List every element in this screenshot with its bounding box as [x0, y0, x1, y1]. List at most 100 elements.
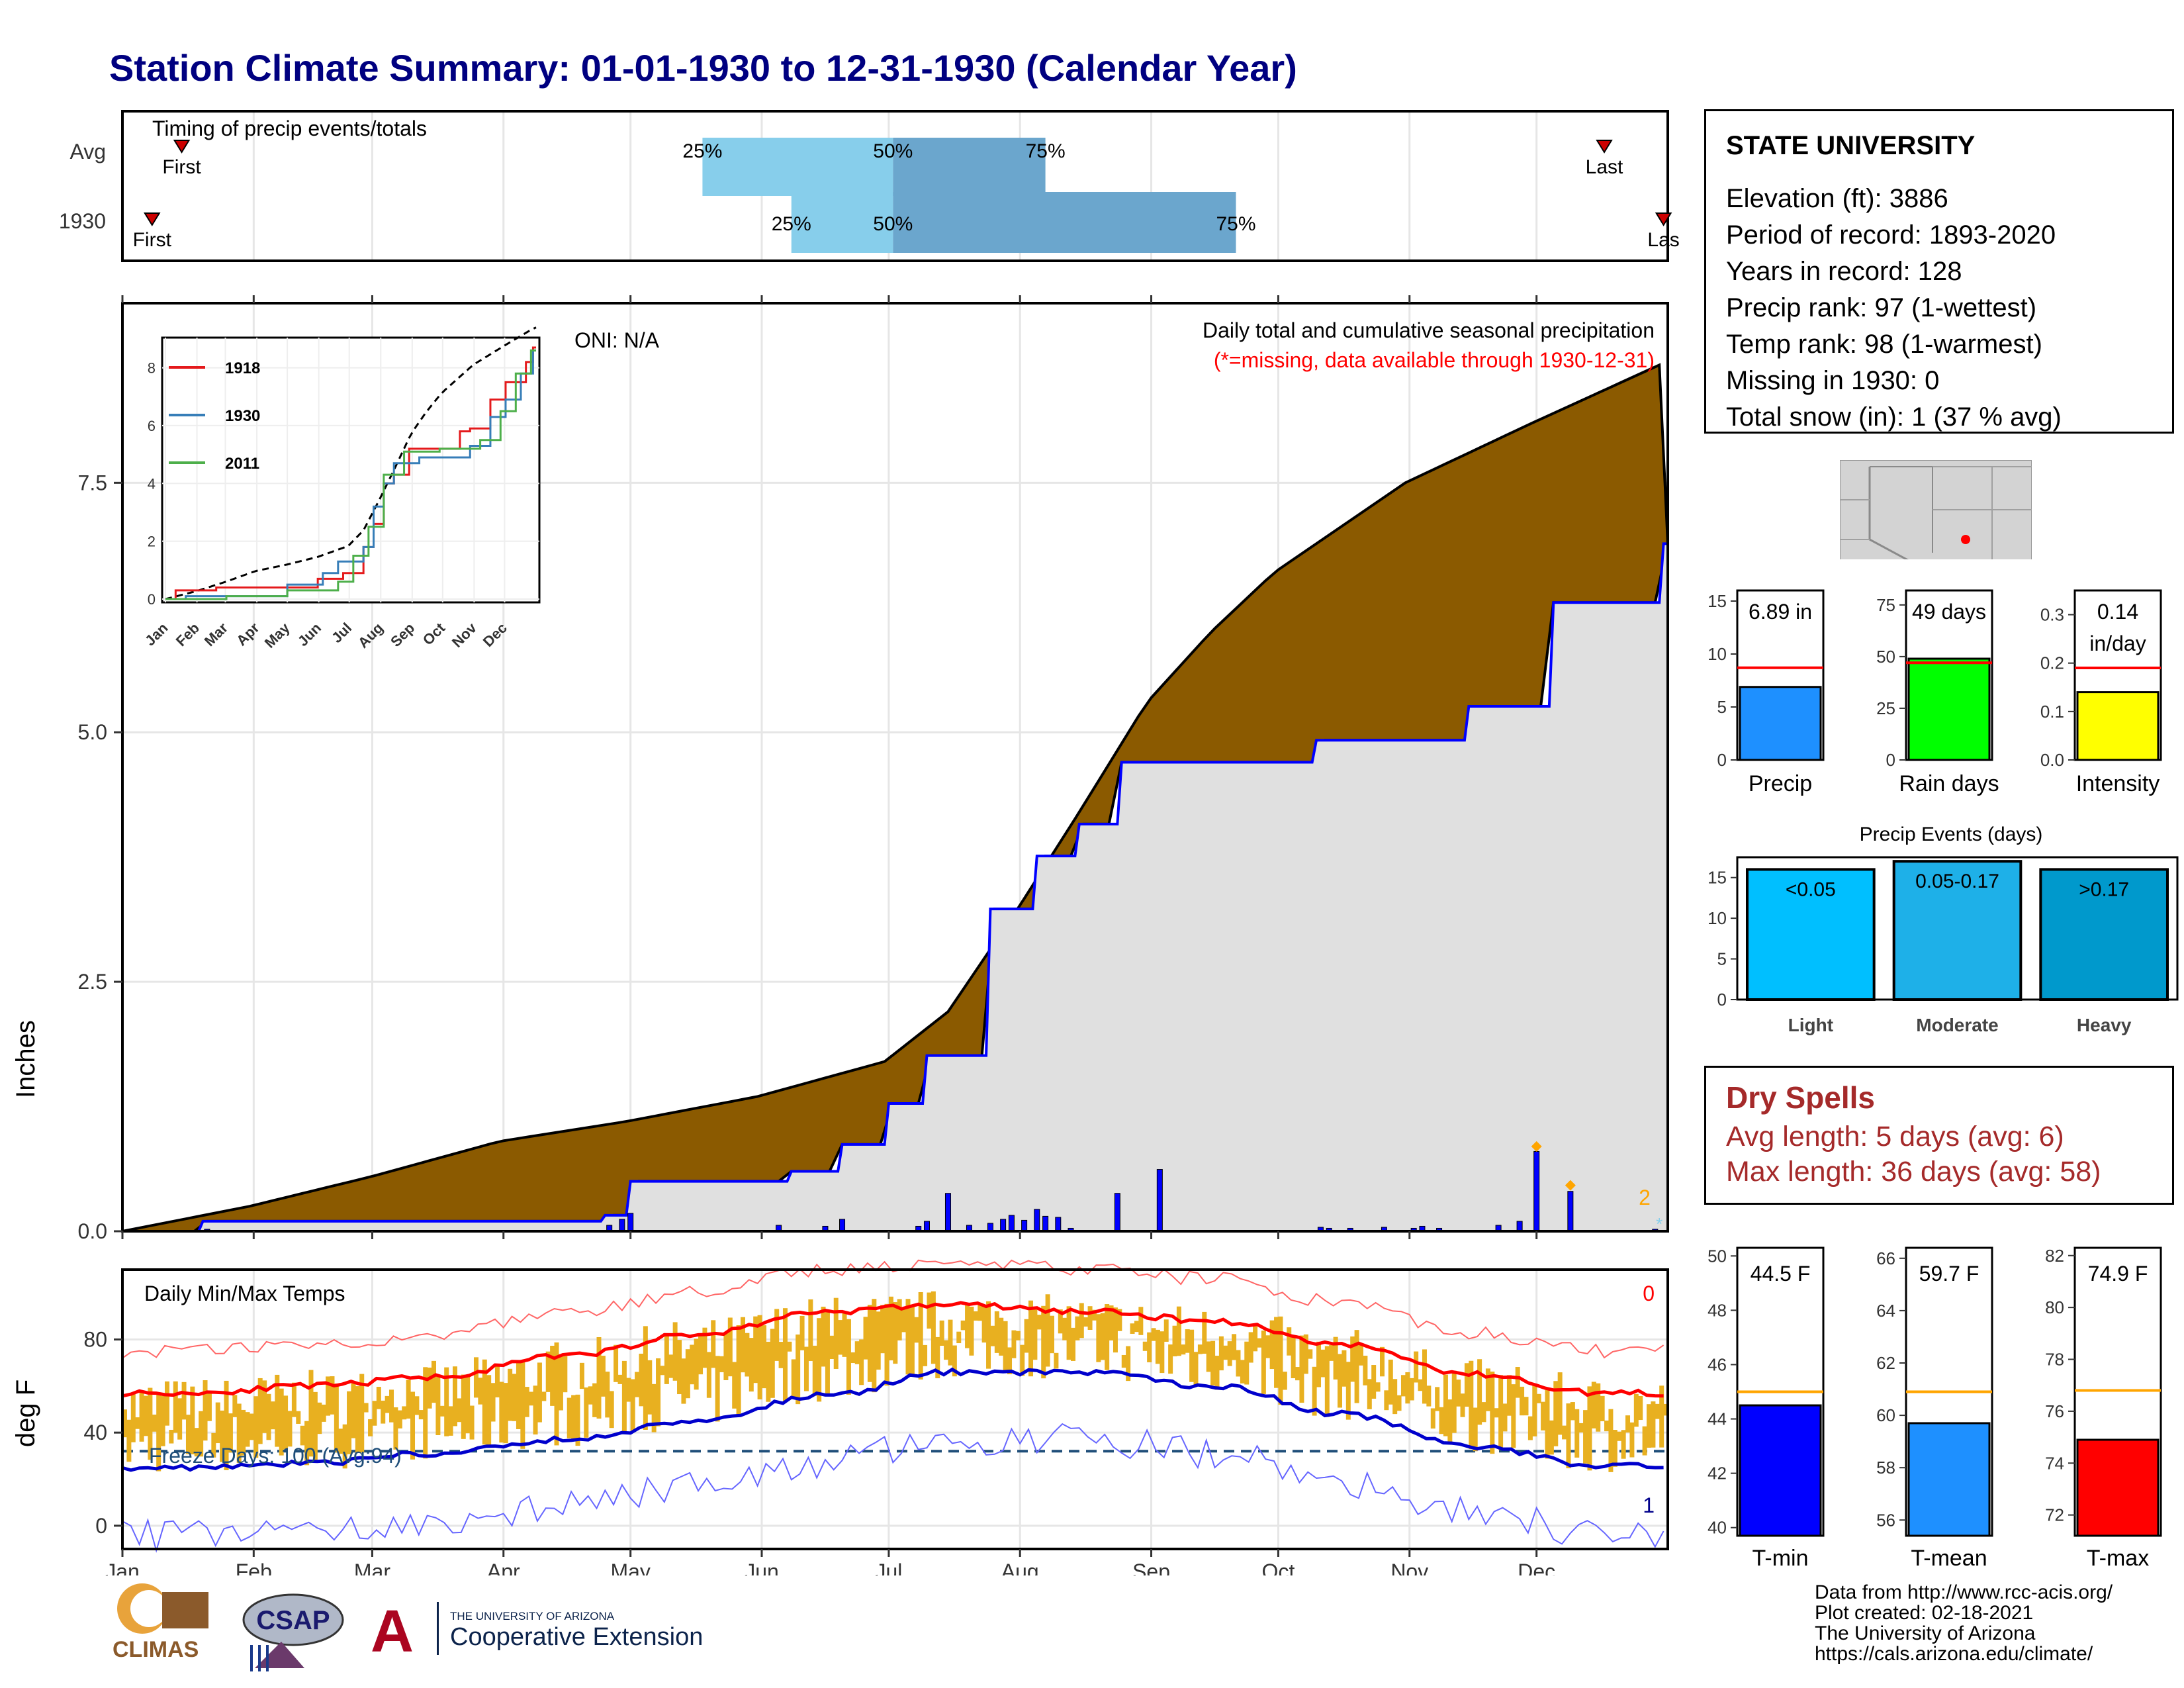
temp-daily-bar [482, 1359, 487, 1445]
daily-precip-bar [1000, 1219, 1007, 1232]
temp-avg-min-line [122, 1367, 1664, 1472]
climas-logo-text: CLIMAS [113, 1637, 199, 1662]
temp-daily-bar [584, 1387, 589, 1438]
temp-daily-bar [774, 1309, 780, 1361]
temp-daily-bar [1091, 1309, 1097, 1321]
precip-ytick-0: 0.0 [78, 1219, 107, 1243]
daily-precip-bar [619, 1219, 625, 1232]
temp-daily-bar [1549, 1420, 1554, 1455]
temp-record-low-line [122, 1423, 1664, 1553]
temp-daily-bar [1545, 1389, 1550, 1459]
timing-last-label-0: Last [1586, 156, 1623, 178]
temp-daily-bar [571, 1395, 576, 1440]
temp-daily-bar [148, 1387, 153, 1460]
temp-daily-bar [541, 1391, 547, 1401]
temp-daily-bar [1418, 1379, 1423, 1391]
temp-daily-bar [579, 1362, 584, 1389]
temp-daily-bar [1020, 1344, 1025, 1376]
temp-daily-bar [529, 1391, 534, 1406]
precip-y-label: Inches [11, 1020, 40, 1098]
daily-precip-bar [1042, 1215, 1049, 1232]
station-location-dot [1961, 535, 1970, 544]
inset-ytick-0: 0 [148, 591, 156, 608]
temp-daily-bar [727, 1317, 733, 1377]
summary-xlabel-1: Rain days [1899, 771, 1999, 796]
temp-daily-bar [994, 1311, 999, 1353]
inset-ytick-4: 8 [148, 360, 156, 377]
precip-events-bar-label-2: >0.17 [2079, 878, 2129, 900]
daily-precip-bar [1567, 1191, 1574, 1232]
temp-daily-bar [1541, 1401, 1546, 1430]
temp-summary-ytick: 78 [2045, 1350, 2064, 1370]
temp-summary-ytick: 50 [1707, 1246, 1727, 1266]
temp-daily-bar [1312, 1366, 1317, 1416]
temp-summary-bar-t-min [1739, 1404, 1822, 1537]
temp-daily-bar [1218, 1336, 1224, 1371]
summary-value-1: 49 days [1912, 600, 1986, 624]
summary-ytick: 50 [1876, 647, 1895, 667]
temp-summary-xlabel-2: T-max [2087, 1546, 2149, 1571]
month-label-4: May [610, 1560, 650, 1575]
month-axis: Jan Feb Mar Apr May Jun Jul Aug Sep Oct Nov Dec [105, 1549, 1555, 1575]
summary-xlabel-0: Precip [1749, 771, 1812, 796]
temp-daily-bar [389, 1389, 394, 1423]
temp-daily-bar [1240, 1360, 1245, 1383]
csap-logo-text: CSAP [256, 1606, 330, 1635]
timing-p50-1: 50% [873, 213, 913, 235]
temp-daily-bar [956, 1331, 962, 1344]
temp-ytick-1: 40 [83, 1421, 107, 1444]
temp-daily-bar [1379, 1346, 1385, 1377]
temp-daily-bar [1160, 1331, 1165, 1374]
summary-ytick: 0 [1717, 750, 1727, 770]
precip-events-ytick-1: 5 [1717, 949, 1727, 969]
snow-marker: * [1656, 1214, 1662, 1234]
temp-daily-bars [122, 1291, 1668, 1472]
inset-avg-line [165, 326, 537, 600]
temp-daily-bar [334, 1383, 339, 1453]
temp-daily-bar [681, 1358, 686, 1404]
temp-daily-bar [432, 1360, 436, 1403]
temp-daily-bar [1079, 1303, 1084, 1338]
precip-events-bar-heavy [2039, 868, 2169, 1001]
temp-daily-bar [465, 1374, 471, 1434]
temp-daily-bar [965, 1305, 970, 1348]
temp-daily-bar [283, 1395, 289, 1450]
timing-title: Timing of precip events/totals [152, 117, 427, 140]
temp-daily-bar [639, 1353, 644, 1407]
temp-daily-bar [668, 1354, 674, 1378]
inset-legend-label-0: 1918 [225, 359, 260, 377]
temp-daily-bar [545, 1351, 551, 1392]
temp-daily-bar [1024, 1319, 1029, 1353]
temp-daily-bar [1003, 1321, 1008, 1372]
temp-daily-bar [893, 1302, 898, 1364]
temp-daily-bar [220, 1410, 225, 1462]
precip-events-bar-light [1746, 868, 1876, 1001]
month-label-10: Nov [1390, 1560, 1428, 1575]
temp-summary-ytick: 48 [1707, 1300, 1727, 1320]
temp-summary-ytick: 42 [1707, 1464, 1727, 1483]
temp-daily-bar [1176, 1306, 1181, 1356]
inset-month-7: Aug [355, 620, 387, 651]
temp-daily-bar [296, 1411, 301, 1424]
temp-daily-bar [677, 1340, 682, 1395]
temp-summary-ytick: 58 [1876, 1458, 1895, 1477]
temp-title: Daily Min/Max Temps [144, 1282, 345, 1305]
temp-daily-bar [1354, 1330, 1359, 1403]
temp-daily-bar [1515, 1367, 1520, 1398]
temp-daily-bar [588, 1386, 593, 1405]
temp-daily-bar [1168, 1344, 1173, 1374]
temp-daily-bar [1054, 1352, 1059, 1369]
temp-daily-bar [1396, 1395, 1402, 1411]
temp-daily-bar [1181, 1344, 1186, 1355]
daily-precip-bar [627, 1213, 634, 1232]
temp-daily-bar [1236, 1350, 1241, 1377]
temp-daily-bar [905, 1299, 911, 1375]
precip-events-title: Precip Events (days) [1860, 823, 2043, 845]
temp-summary-ytick: 80 [2045, 1297, 2064, 1317]
temp-daily-bar [753, 1316, 758, 1383]
temp-summary-value-2: 74.9 F [2088, 1262, 2148, 1286]
temp-daily-bar [266, 1393, 271, 1440]
temp-daily-bar [1096, 1314, 1101, 1362]
temp-daily-bar [550, 1346, 555, 1406]
